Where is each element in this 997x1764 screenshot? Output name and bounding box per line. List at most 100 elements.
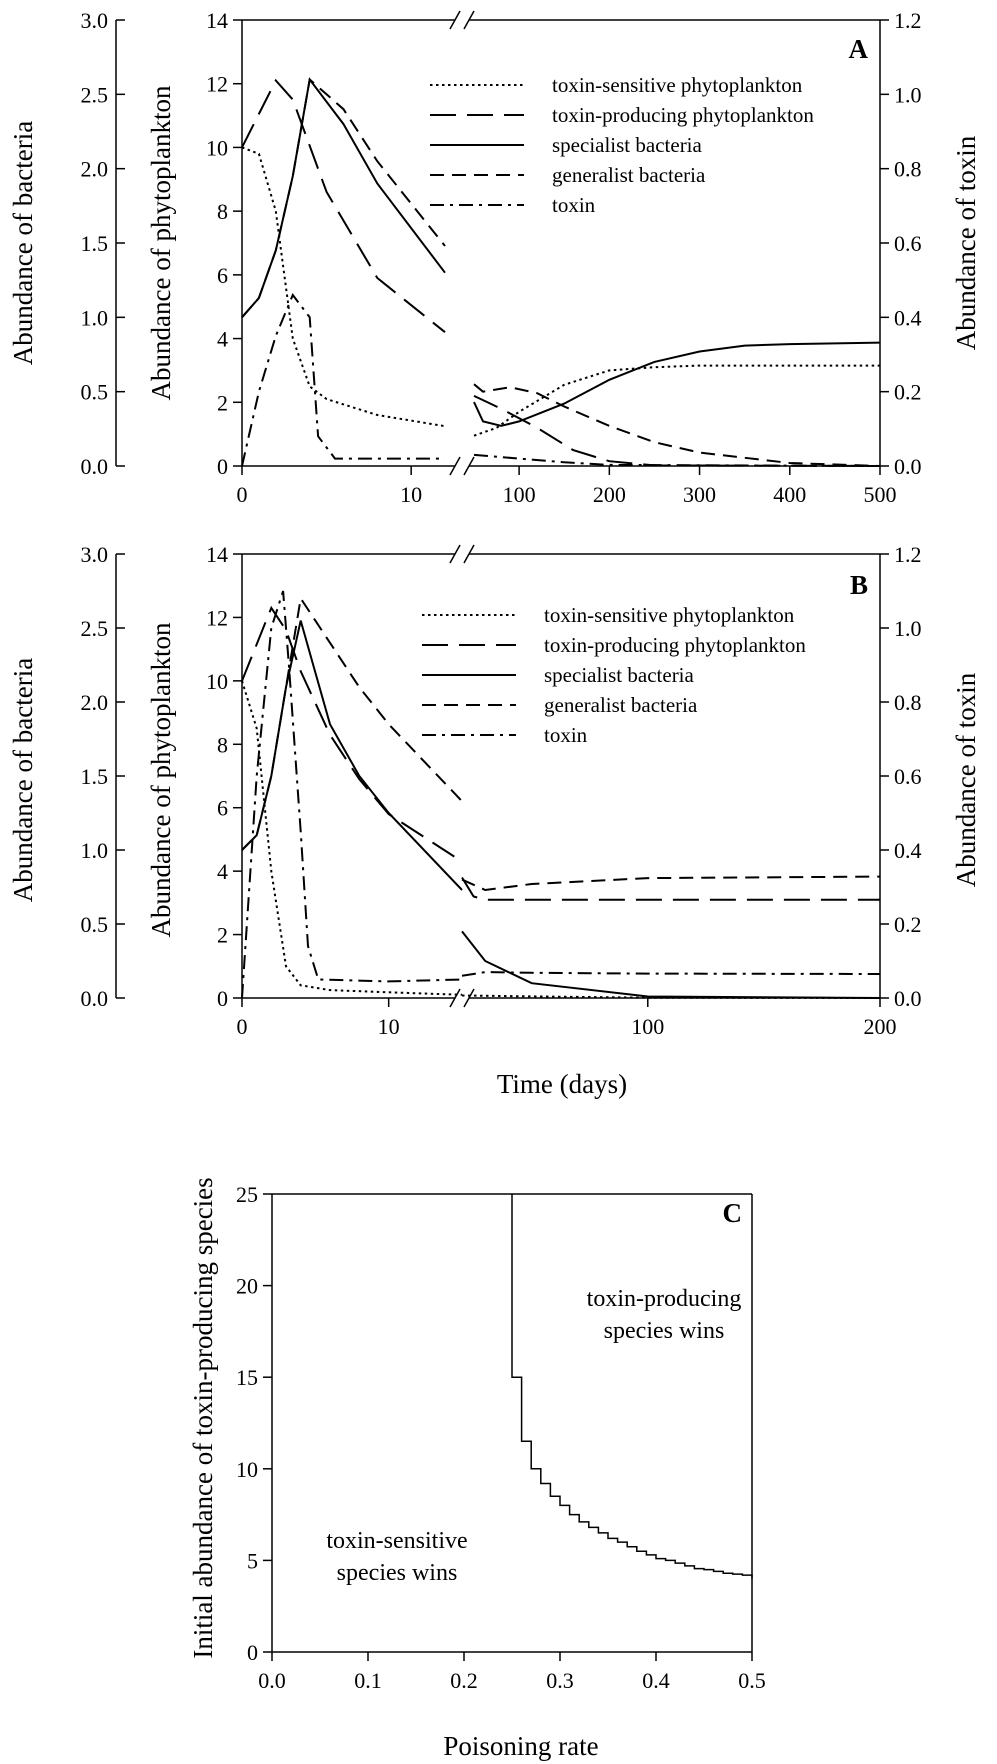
toxin-tick-label: 0.0 <box>894 454 922 479</box>
series-line-toxin-sensitive-phytoplankton-seg0 <box>241 680 463 996</box>
toxin-tick-label: 0.6 <box>894 231 922 256</box>
region-label-toxin-producing-line2: species wins <box>604 1318 725 1344</box>
bacteria-tick-label: 1.5 <box>81 231 109 256</box>
series-line-generalist-bacteria-seg0 <box>241 595 463 851</box>
region-label-toxin-producing-line1: toxin-producing <box>587 1286 742 1312</box>
panel-c-y-tick-label: 25 <box>236 1182 258 1207</box>
a-axis-break-marker <box>449 456 475 476</box>
panel-c-y-tick-label: 0 <box>247 1640 258 1665</box>
panel-b-label: B <box>850 570 868 600</box>
panel-b-bacteria-axis-label: Abundance of bacteria <box>8 658 38 902</box>
panel-c-label: C <box>723 1198 743 1228</box>
legend-entry-label: toxin-sensitive phytoplankton <box>544 603 795 627</box>
series-line-specialist-bacteria-seg0 <box>241 77 446 318</box>
phytoplankton-tick-label: 14 <box>206 8 228 33</box>
panel-b-chart: B Abundance of bacteria Abundance of phy… <box>8 542 981 1099</box>
time-tick-label: 100 <box>631 1014 664 1039</box>
b-axis-break-marker <box>449 988 475 1008</box>
series-line-toxin-producing-phytoplankton-seg0 <box>241 78 446 333</box>
bacteria-tick-label: 0.5 <box>81 912 109 937</box>
legend-entry-label: specialist bacteria <box>544 663 695 687</box>
legend-entry-label: toxin <box>544 723 588 747</box>
toxin-tick-label: 1.2 <box>894 8 922 33</box>
panel-c-x-tick-label: 0.0 <box>258 1668 286 1693</box>
legend-entry-label: toxin-producing phytoplankton <box>544 633 806 657</box>
phytoplankton-tick-label: 10 <box>206 669 228 694</box>
series-line-generalist-bacteria-seg1 <box>473 383 881 467</box>
time-tick-label: 200 <box>593 482 626 507</box>
series-line-toxin-sensitive-phytoplankton-seg1 <box>473 364 880 437</box>
phytoplankton-tick-label: 2 <box>217 923 228 948</box>
phytoplankton-tick-label: 8 <box>217 199 228 224</box>
panel-c-x-tick-label: 0.1 <box>354 1668 382 1693</box>
panel-a-label: A <box>849 34 869 64</box>
time-tick-label: 300 <box>683 482 716 507</box>
bacteria-tick-label: 3.0 <box>81 542 109 567</box>
time-tick-label: 10 <box>378 1014 400 1039</box>
series-line-toxin-producing-phytoplankton-seg1 <box>461 876 880 901</box>
panel-b-time-axis-label: Time (days) <box>497 1069 627 1099</box>
bacteria-tick-label: 0.5 <box>81 380 109 405</box>
toxin-tick-label: 0.0 <box>894 986 922 1011</box>
bacteria-tick-label: 1.0 <box>81 305 109 330</box>
legend-entry-label: toxin-sensitive phytoplankton <box>552 73 803 97</box>
boundary-step-line <box>511 1194 753 1579</box>
phytoplankton-tick-label: 10 <box>206 135 228 160</box>
series-line-toxin-seg1 <box>473 453 881 467</box>
series-line-toxin-sensitive-phytoplankton-seg0 <box>241 146 446 428</box>
toxin-tick-label: 1.2 <box>894 542 922 567</box>
time-tick-label: 100 <box>503 482 536 507</box>
panel-c-x-tick-label: 0.5 <box>738 1668 766 1693</box>
legend-entry-label: toxin-producing phytoplankton <box>552 103 814 127</box>
time-tick-label: 0 <box>237 482 248 507</box>
bacteria-tick-label: 0.0 <box>81 986 109 1011</box>
legend-entry-label: toxin <box>552 193 596 217</box>
panel-c-y-tick-label: 10 <box>236 1457 258 1482</box>
panel-c-y-tick-label: 5 <box>247 1548 258 1573</box>
panel-a-toxin-axis-label: Abundance of toxin <box>951 135 981 350</box>
panel-b-phytoplankton-axis-label: Abundance of phytoplankton <box>146 622 176 937</box>
bacteria-tick-label: 2.0 <box>81 690 109 715</box>
series-line-specialist-bacteria-seg0 <box>241 620 463 891</box>
series-line-toxin-seg0 <box>241 590 463 999</box>
time-tick-label: 10 <box>400 482 422 507</box>
bacteria-tick-label: 2.5 <box>81 616 109 641</box>
legend-entry-label: specialist bacteria <box>552 133 703 157</box>
phytoplankton-tick-label: 4 <box>217 859 228 884</box>
panel-c-y-axis-label: Initial abundance of toxin-producing spe… <box>188 1177 218 1658</box>
panel-c-x-tick-label: 0.2 <box>450 1668 478 1693</box>
bacteria-tick-label: 1.5 <box>81 764 109 789</box>
phytoplankton-tick-label: 8 <box>217 732 228 757</box>
time-tick-label: 400 <box>773 482 806 507</box>
bacteria-tick-label: 2.0 <box>81 157 109 182</box>
b-axis-break-marker <box>449 544 475 564</box>
bacteria-tick-label: 2.5 <box>81 82 109 107</box>
series-line-specialist-bacteria-seg1 <box>461 930 881 999</box>
phytoplankton-tick-label: 12 <box>206 605 228 630</box>
phytoplankton-tick-label: 14 <box>206 542 228 567</box>
legend-entry-label: generalist bacteria <box>544 693 698 717</box>
panel-b-toxin-axis-label: Abundance of toxin <box>951 672 981 887</box>
region-label-toxin-sensitive-line1: toxin-sensitive <box>326 1528 467 1554</box>
panel-c-y-tick-label: 15 <box>236 1365 258 1390</box>
phytoplankton-tick-label: 12 <box>206 72 228 97</box>
phytoplankton-tick-label: 2 <box>217 390 228 415</box>
toxin-tick-label: 0.2 <box>894 380 922 405</box>
toxin-tick-label: 0.8 <box>894 157 922 182</box>
time-tick-label: 500 <box>864 482 897 507</box>
phytoplankton-tick-label: 0 <box>217 454 228 479</box>
panel-c-x-axis-label: Poisoning rate <box>443 1731 598 1761</box>
series-line-toxin-seg1 <box>461 971 881 977</box>
panel-c-chart: C Initial abundance of toxin-producing s… <box>188 1177 766 1761</box>
phytoplankton-tick-label: 4 <box>217 327 228 352</box>
bacteria-tick-label: 0.0 <box>81 454 109 479</box>
series-line-generalist-bacteria-seg1 <box>461 875 881 892</box>
time-tick-label: 0 <box>237 1014 248 1039</box>
panel-a-phytoplankton-axis-label: Abundance of phytoplankton <box>146 85 176 400</box>
series-line-toxin-seg0 <box>241 293 445 467</box>
panel-c-x-tick-label: 0.4 <box>642 1668 670 1693</box>
phytoplankton-tick-label: 6 <box>217 263 228 288</box>
panel-c-x-tick-label: 0.3 <box>546 1668 574 1693</box>
time-tick-label: 200 <box>864 1014 897 1039</box>
